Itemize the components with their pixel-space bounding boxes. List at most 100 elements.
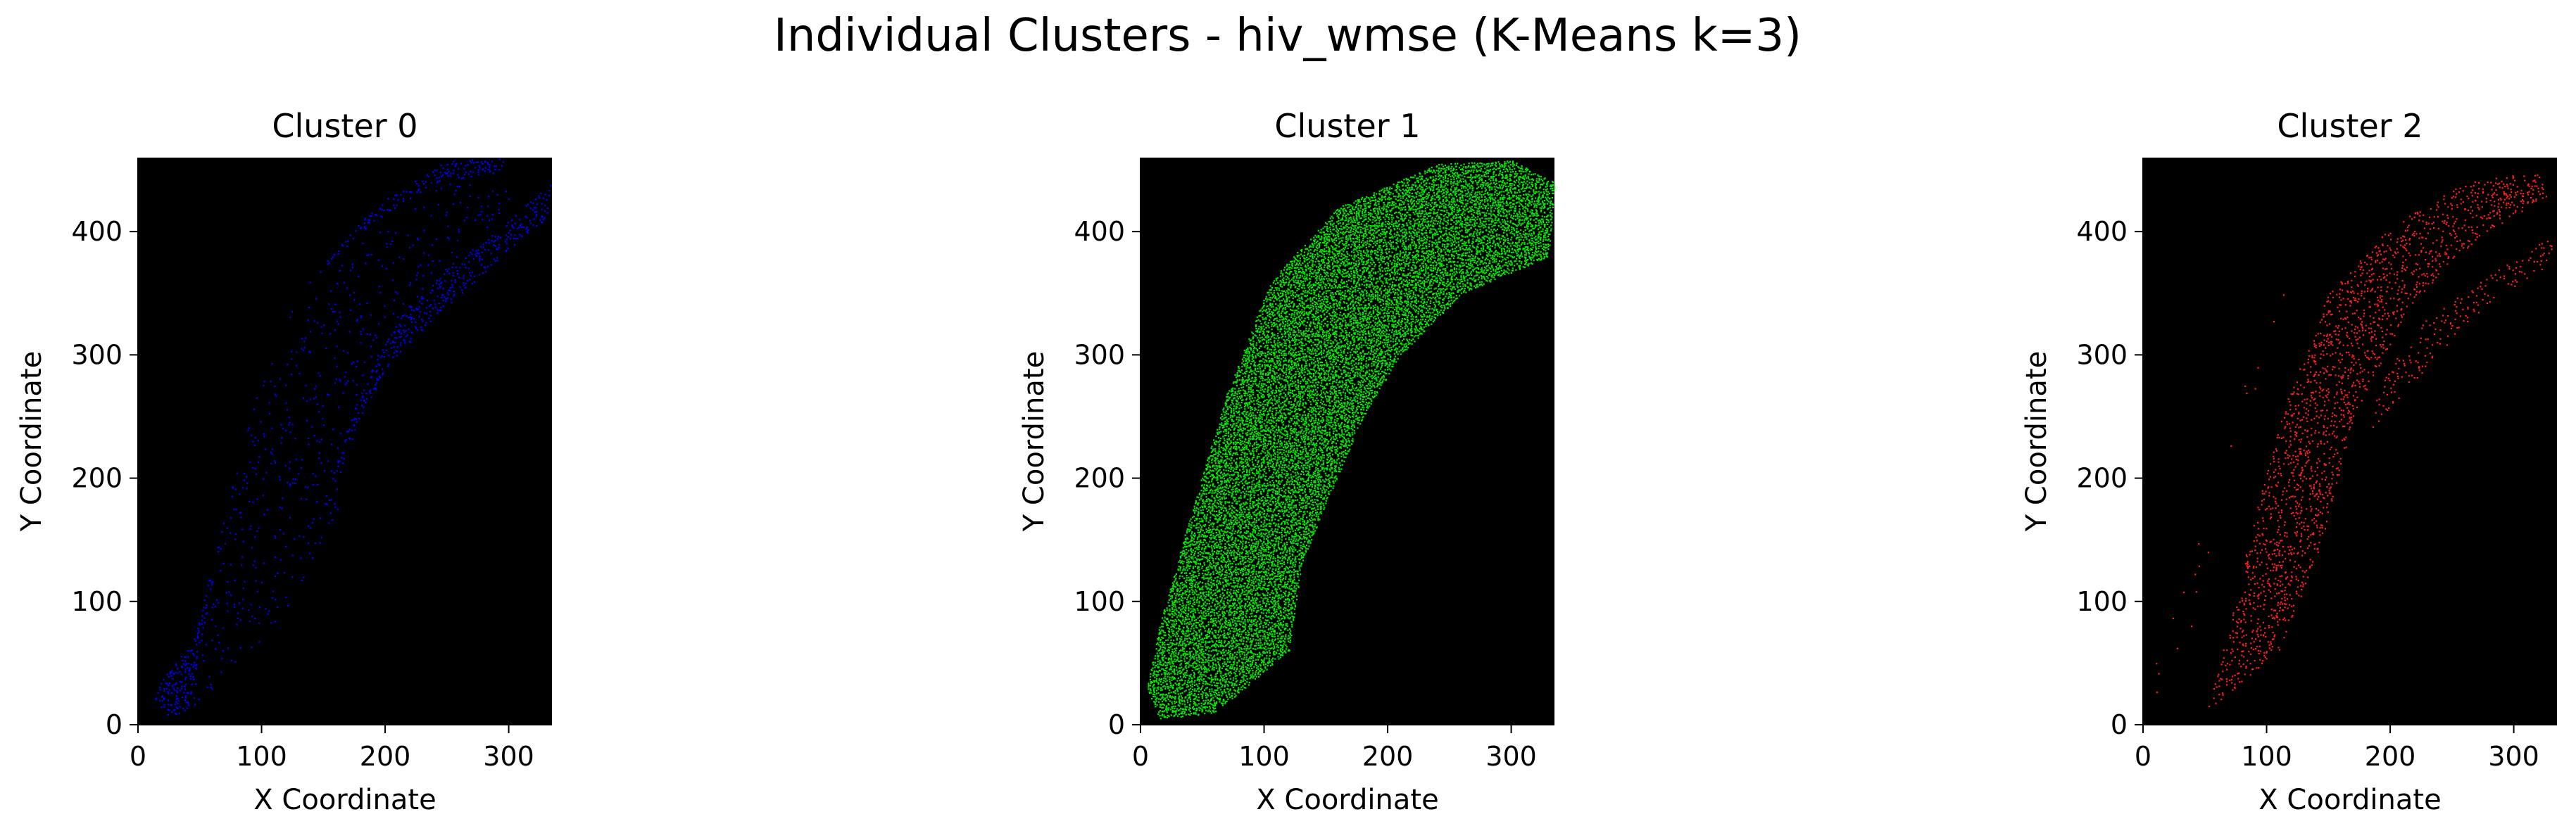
cluster-1-point — [1197, 587, 1198, 588]
cluster-1-point — [1245, 574, 1247, 576]
cluster-1-point — [1171, 653, 1172, 654]
cluster-1-point — [1240, 492, 1242, 493]
cluster-0-point — [243, 541, 244, 542]
cluster-1-point — [1181, 561, 1182, 563]
cluster-1-point — [1215, 637, 1217, 639]
cluster-0-point — [342, 462, 344, 464]
cluster-1-point — [1194, 576, 1195, 578]
cluster-0-point — [379, 208, 381, 209]
cluster-0-point — [182, 666, 183, 668]
cluster-0-point — [173, 673, 175, 674]
cluster-1-point — [1192, 670, 1193, 671]
cluster-1-point — [1177, 585, 1179, 586]
cluster-0-point — [396, 355, 398, 356]
cluster-0-point — [338, 407, 339, 408]
cluster-1-point — [1169, 635, 1170, 637]
cluster-1-point — [1232, 466, 1233, 468]
cluster-1-point — [1169, 642, 1171, 644]
cluster-0-point — [404, 342, 406, 343]
cluster-1-point — [1245, 452, 1246, 454]
cluster-1-point — [1172, 652, 1174, 654]
cluster-1-point — [1222, 561, 1224, 563]
cluster-1-point — [1186, 546, 1187, 547]
cluster-1-point — [1164, 648, 1166, 649]
cluster-0-point — [360, 400, 362, 401]
cluster-0-point — [417, 272, 419, 274]
cluster-1-point — [1229, 481, 1230, 483]
cluster-1-point — [1238, 421, 1239, 423]
cluster-1-point — [1187, 699, 1188, 701]
cluster-0-point — [396, 194, 398, 196]
cluster-1-point — [1233, 624, 1234, 626]
cluster-0-point — [453, 291, 455, 292]
cluster-1-point — [1212, 697, 1214, 699]
cluster-1-point — [1233, 410, 1234, 412]
cluster-1-point — [1243, 386, 1244, 388]
cluster-1-point — [1213, 664, 1214, 665]
cluster-1-point — [1233, 561, 1235, 562]
cluster-1-point — [1171, 685, 1172, 686]
cluster-0-point — [275, 395, 277, 397]
cluster-1-point — [1176, 609, 1177, 610]
cluster-1-point — [1188, 661, 1190, 663]
cluster-1-point — [1165, 700, 1167, 701]
cluster-1-point — [1202, 582, 1203, 583]
cluster-1-point — [1238, 649, 1240, 651]
cluster-0-point — [408, 235, 409, 236]
cluster-1-point — [1218, 646, 1219, 647]
cluster-0-point — [226, 592, 227, 593]
cluster-1-point — [1198, 660, 1199, 661]
cluster-0-point — [239, 602, 240, 604]
cluster-0-point — [234, 661, 236, 663]
cluster-1-point — [1232, 526, 1233, 527]
cluster-1-point — [1164, 716, 1166, 718]
cluster-1-point — [1236, 685, 1237, 686]
cluster-1-point — [1222, 592, 1224, 594]
cluster-1-point — [1186, 579, 1188, 580]
cluster-0-point — [162, 700, 163, 701]
cluster-1-point — [1169, 622, 1170, 623]
cluster-0-point — [169, 683, 170, 684]
cluster-1-point — [1237, 572, 1238, 573]
cluster-1-point — [1219, 428, 1220, 430]
cluster-1-point — [1212, 649, 1214, 651]
cluster-1-point — [1229, 454, 1231, 455]
cluster-1-point — [1212, 679, 1214, 680]
cluster-0-point — [390, 343, 391, 344]
cluster-1-point — [1216, 507, 1217, 508]
cluster-1-point — [1179, 650, 1181, 652]
cluster-1-point — [1200, 595, 1202, 597]
cluster-0-point — [294, 438, 296, 439]
cluster-1-point — [1184, 597, 1186, 599]
cluster-1-point — [1214, 511, 1215, 512]
cluster-1-point — [1240, 598, 1241, 599]
cluster-0-point — [411, 309, 413, 310]
cluster-1-point — [1244, 517, 1245, 519]
cluster-1-point — [1234, 393, 1236, 394]
cluster-1-point — [1199, 671, 1200, 672]
cluster-1-point — [1238, 402, 1240, 404]
cluster-1-point — [1232, 621, 1233, 623]
cluster-1-point — [1238, 661, 1240, 662]
cluster-1-point — [1226, 493, 1227, 495]
cluster-0-point — [312, 522, 313, 523]
cluster-0-point — [377, 359, 379, 360]
cluster-0-point — [517, 238, 518, 239]
cluster-0-point — [470, 275, 472, 277]
cluster-1-point — [1243, 360, 1244, 362]
cluster-1-point — [1212, 611, 1213, 612]
cluster-0-point — [413, 310, 415, 311]
cluster-1-point — [1188, 602, 1189, 603]
cluster-1-point — [1189, 568, 1190, 569]
cluster-0-point — [536, 225, 537, 227]
cluster-0-point — [411, 322, 413, 323]
cluster-0-point — [177, 708, 178, 709]
cluster-0-point — [258, 440, 259, 441]
cluster-0-point — [489, 242, 490, 243]
cluster-0-point — [315, 386, 317, 387]
cluster-1-point — [1183, 633, 1184, 635]
cluster-0-point — [468, 261, 470, 262]
cluster-1-point — [1202, 544, 1203, 545]
cluster-0-point — [403, 303, 404, 305]
